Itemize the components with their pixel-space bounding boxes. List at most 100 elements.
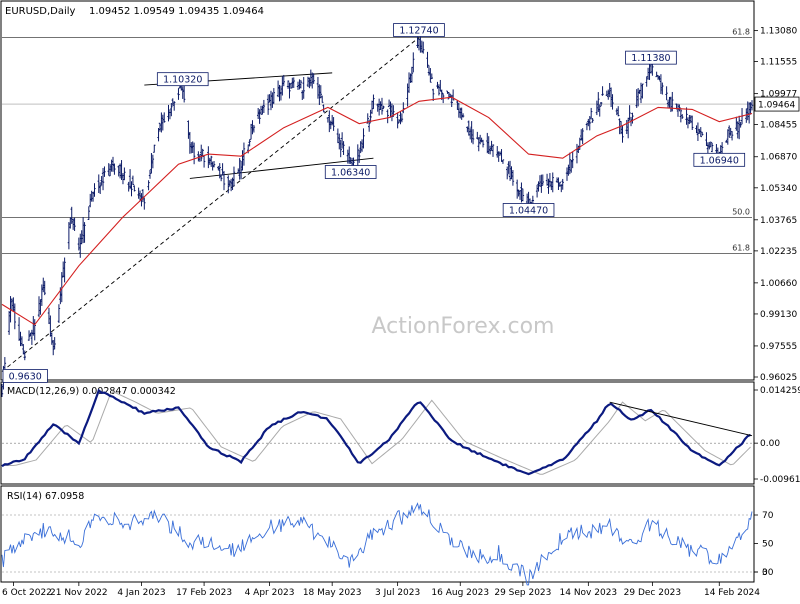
price-annotation-text: 1.06340 <box>331 168 370 179</box>
price-bar <box>470 121 473 143</box>
price-bar <box>736 121 739 139</box>
price-bar <box>276 80 280 98</box>
price-bar <box>61 261 65 278</box>
price-annotation: 1.12740 <box>393 23 445 37</box>
price-bar <box>73 217 76 232</box>
price-annotation-text: 0.9630 <box>9 371 42 382</box>
main-panel-border <box>0 0 755 381</box>
price-bar <box>685 107 688 125</box>
price-bar <box>80 230 83 245</box>
price-annotation-text: 1.11380 <box>631 53 670 64</box>
macd-y-tick-label: 0.00 <box>760 439 780 449</box>
price-bar <box>120 160 123 181</box>
price-bar <box>376 103 379 112</box>
price-bar <box>439 79 442 92</box>
x-tick-label: 3 Jul 2023 <box>375 588 420 598</box>
price-bar <box>340 132 344 149</box>
price-bar <box>258 109 261 124</box>
x-tick-label: 18 May 2023 <box>303 588 362 598</box>
price-bar <box>97 174 100 194</box>
fib-level-label: 50.0 <box>732 207 750 216</box>
price-bar <box>221 163 224 176</box>
price-bar <box>545 173 549 186</box>
price-bar <box>426 51 429 68</box>
price-bar <box>407 72 411 93</box>
price-bar <box>461 113 465 118</box>
price-bar <box>161 114 165 131</box>
price-bar <box>598 104 601 117</box>
x-tick-label: 14 Feb 2024 <box>704 588 760 598</box>
y-tick-label: 1.02235 <box>760 247 797 257</box>
price-annotation: 1.06940 <box>693 152 746 167</box>
macd-title: MACD(12,26,9) 0.002847 0.000342 <box>7 386 176 397</box>
price-bar <box>691 115 694 130</box>
price-bar <box>121 173 125 185</box>
price-bar <box>311 72 314 89</box>
price-bar <box>252 124 256 133</box>
price-bar <box>23 350 26 361</box>
price-bar <box>309 69 313 87</box>
price-bar <box>617 106 620 117</box>
price-bar <box>635 89 638 108</box>
rsi-panel-border <box>0 485 755 583</box>
price-annotation: 1.06340 <box>324 165 377 179</box>
price-bar <box>292 77 295 88</box>
price-annotation-box <box>324 165 377 179</box>
price-bar <box>151 154 155 169</box>
price-bar <box>249 123 253 140</box>
price-bar <box>271 92 274 108</box>
price-bar <box>560 184 563 193</box>
price-bar <box>268 94 271 103</box>
macd-layer: 0.014259 0.00 -0.009615 <box>1 386 800 485</box>
price-annotation: 1.10320 <box>156 72 209 87</box>
price-bar <box>370 100 374 114</box>
main-y-axis: 1.13080 1.11555 1.09977 1.08455 1.06870 1.053… <box>754 27 800 383</box>
price-bar <box>676 103 680 117</box>
price-bar <box>626 117 630 139</box>
rsi-y-tick-label: 30 <box>762 568 774 578</box>
price-bar <box>611 94 614 110</box>
price-bar <box>510 166 513 180</box>
price-bar <box>506 166 509 180</box>
watermark: ActionForex.com <box>372 314 555 339</box>
price-bar <box>50 332 54 345</box>
price-bar <box>229 178 233 192</box>
price-bar <box>281 76 284 96</box>
price-bar <box>237 168 240 174</box>
price-bar <box>565 167 569 181</box>
price-bar <box>17 317 21 341</box>
price-bar <box>67 222 71 250</box>
price-bar <box>645 76 648 87</box>
price-bar <box>631 112 634 124</box>
price-bar <box>157 127 160 142</box>
price-bar <box>39 299 42 315</box>
y-tick-label: 0.97555 <box>760 342 797 352</box>
macd-signal-line <box>2 391 751 475</box>
price-bar <box>608 82 611 98</box>
price-bar <box>30 329 34 345</box>
price-bar <box>369 109 372 123</box>
price-bar <box>589 107 593 120</box>
price-bar <box>339 139 342 158</box>
price-bar <box>133 185 136 192</box>
price-bar <box>312 73 315 84</box>
y-tick-label: 0.96025 <box>760 373 797 383</box>
price-bar <box>515 179 519 199</box>
price-bar <box>108 164 112 177</box>
price-bar <box>471 129 475 145</box>
chart-symbol: EURUSD,Daily <box>5 6 76 17</box>
last-price-label: 1.09464 <box>758 101 795 111</box>
price-bar <box>575 143 579 164</box>
price-bar <box>27 330 31 341</box>
price-bar <box>705 132 708 146</box>
price-bar <box>143 197 146 210</box>
price-bar <box>360 139 364 152</box>
price-bar <box>695 125 698 134</box>
fib-level-label: 61.8 <box>732 244 750 253</box>
y-tick-label: 1.05340 <box>760 184 797 194</box>
price-bar <box>302 77 305 99</box>
price-bar <box>170 102 173 117</box>
price-bar <box>459 107 462 119</box>
price-bar <box>211 161 214 171</box>
